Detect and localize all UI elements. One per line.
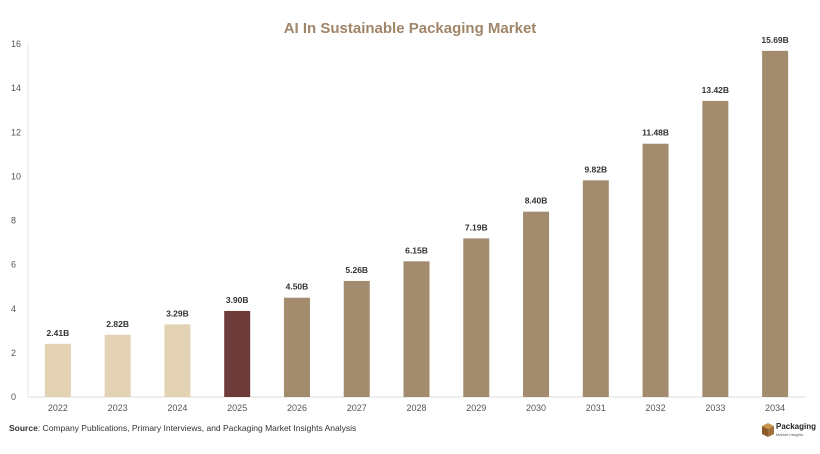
y-tick-label: 4 [11, 304, 16, 314]
x-tick-labels: 2022 2023 2024 2025 2026 2027 2028 2029 2030 2031… [48, 403, 785, 413]
data-label: 8.40B [525, 196, 548, 206]
x-tick-label: 2022 [48, 403, 68, 413]
data-label: 15.69B [761, 35, 788, 45]
bar-2024 [164, 324, 191, 397]
data-label: 11.48B [642, 128, 669, 138]
source-note: Source: Company Publications, Primary In… [9, 423, 356, 433]
bar-2025 [224, 310, 251, 397]
bar-2034 [762, 50, 789, 397]
x-tick-label: 2028 [406, 403, 426, 413]
x-tick-label: 2032 [646, 403, 666, 413]
x-tick-label: 2024 [167, 403, 187, 413]
bar-2031 [582, 180, 609, 397]
data-label: 3.90B [226, 295, 249, 305]
y-tick-label: 0 [11, 392, 16, 402]
bars [44, 50, 789, 397]
bar-2027 [343, 280, 370, 397]
y-tick-label: 2 [11, 348, 16, 358]
y-tick-label: 16 [11, 39, 21, 49]
data-label: 4.50B [286, 282, 309, 292]
x-tick-label: 2029 [466, 403, 486, 413]
x-tick-label: 2025 [227, 403, 247, 413]
data-label: 13.42B [702, 85, 729, 95]
data-label: 3.29B [166, 308, 189, 318]
chart-title: AI In Sustainable Packaging Market [283, 20, 537, 37]
x-tick-label: 2027 [347, 403, 367, 413]
data-label: 5.26B [345, 265, 368, 275]
y-tick-label: 10 [11, 171, 21, 181]
bar-2026 [283, 297, 310, 397]
brand-logo: Packaging Market Insights [762, 421, 818, 441]
data-labels: 2.41B 2.82B 3.29B 3.90B 4.50B 5.26B 6.15B 7.19B… [47, 35, 789, 338]
y-tick-label: 12 [11, 127, 21, 137]
x-tick-label: 2026 [287, 403, 307, 413]
data-label: 9.82B [584, 164, 607, 174]
x-tick-label: 2034 [765, 403, 785, 413]
bar-2030 [523, 211, 550, 397]
data-label: 2.41B [47, 328, 70, 338]
y-tick-label: 14 [11, 83, 21, 93]
x-tick-label: 2030 [526, 403, 546, 413]
bar-2029 [463, 238, 490, 397]
x-tick-label: 2033 [705, 403, 725, 413]
data-label: 2.82B [106, 319, 129, 329]
x-tick-label: 2023 [108, 403, 128, 413]
y-tick-labels: 0 2 4 6 8 10 12 14 16 [11, 39, 21, 402]
y-tick-label: 6 [11, 260, 16, 270]
data-label: 7.19B [465, 222, 488, 232]
bar-2023 [104, 334, 131, 397]
data-label: 6.15B [405, 245, 428, 255]
logo-subtitle: Market Insights [776, 432, 804, 437]
bar-2032 [642, 143, 669, 397]
y-tick-label: 8 [11, 216, 16, 226]
box-icon [762, 423, 774, 437]
bar-2022 [44, 343, 71, 397]
x-tick-label: 2031 [586, 403, 606, 413]
bar-2028 [403, 261, 430, 397]
bar-2033 [702, 100, 729, 397]
logo-name: Packaging [776, 422, 817, 431]
source-text: : Company Publications, Primary Intervie… [37, 423, 357, 433]
source-label: Source [9, 423, 38, 433]
